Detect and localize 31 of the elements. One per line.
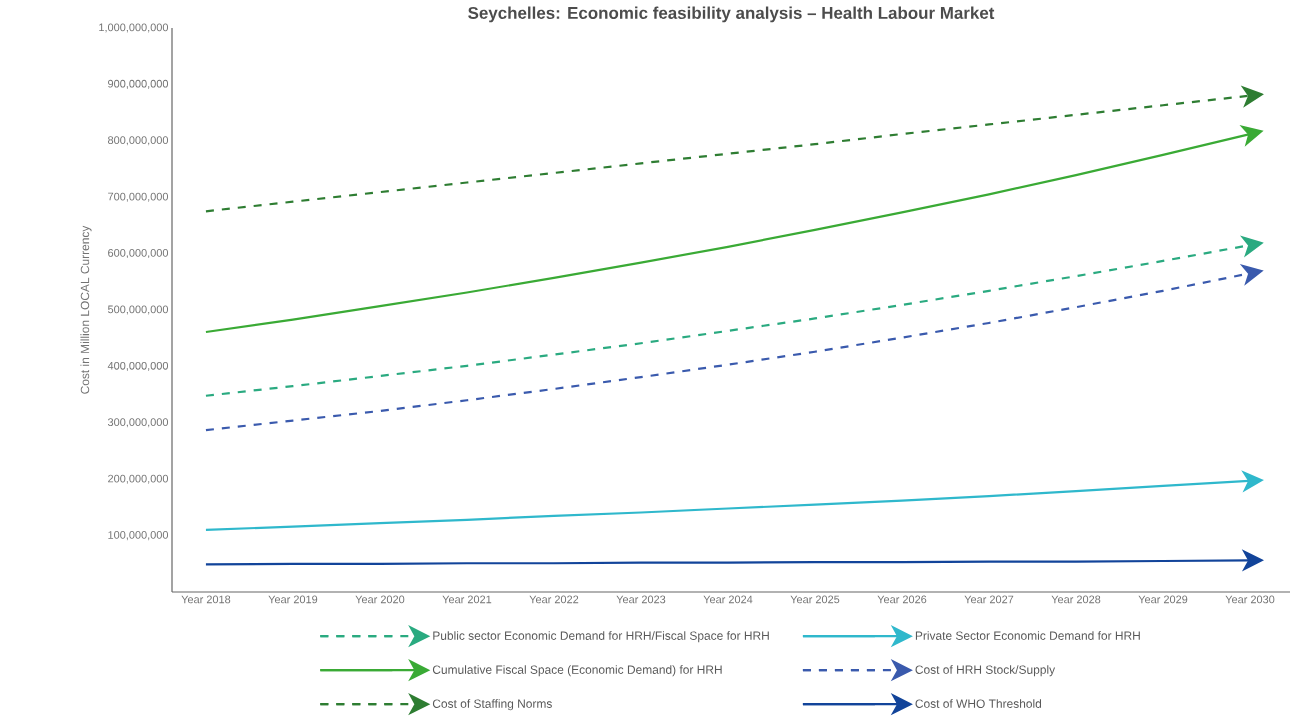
y-tick-label: 300,000,000 [107, 418, 169, 428]
y-tick-label: 700,000,000 [108, 192, 169, 202]
x-tick-label: Year 2030 [1225, 595, 1275, 604]
y-tick-label: 1,000,000,000 [99, 23, 169, 33]
legend-label: Cost of Staffing Norms [432, 699, 552, 711]
x-tick-label: Year 2027 [964, 595, 1014, 604]
y-tick-label: 500,000,000 [107, 305, 169, 315]
y-axis-title: Cost in Million LOCAL Currency [80, 225, 92, 394]
chart-title: Seychelles: Economic feasibility analysis – Health Labour Market [468, 6, 995, 23]
x-tick-label: Year 2028 [1051, 595, 1101, 604]
x-tick-label: Year 2029 [1138, 595, 1188, 604]
x-tick-label: Year 2019 [268, 595, 318, 604]
y-tick-label: 800,000,000 [108, 136, 169, 146]
legend-label: Cost of HRH Stock/Supply [915, 665, 1056, 677]
legend-label: Cumulative Fiscal Space (Economic Demand) for HRH [432, 665, 722, 677]
y-tick-label: 900,000,000 [108, 79, 169, 89]
y-tick-label: 600,000,000 [108, 249, 169, 259]
y-tick-label: 400,000,000 [107, 361, 169, 371]
legend-label: Public sector Economic Demand for HRH/Fiscal Space for HRH [433, 631, 769, 643]
legend-label: Cost of WHO Threshold [915, 699, 1042, 708]
x-tick-label: Year 2021 [442, 595, 492, 604]
x-tick-label: Year 2025 [790, 595, 840, 604]
x-tick-label: Year 2020 [355, 595, 405, 604]
legend-label: Private Sector Economic Demand for HRH [915, 631, 1140, 640]
x-tick-label: Year 2026 [877, 595, 927, 604]
x-tick-label: Year 2023 [616, 595, 666, 604]
y-tick-label: 200,000,000 [108, 474, 169, 484]
x-tick-label: Year 2024 [703, 595, 753, 604]
x-tick-label: Year 2018 [181, 595, 231, 604]
y-tick-label: 100,000,000 [108, 531, 169, 541]
x-tick-label: Year 2022 [529, 595, 579, 604]
